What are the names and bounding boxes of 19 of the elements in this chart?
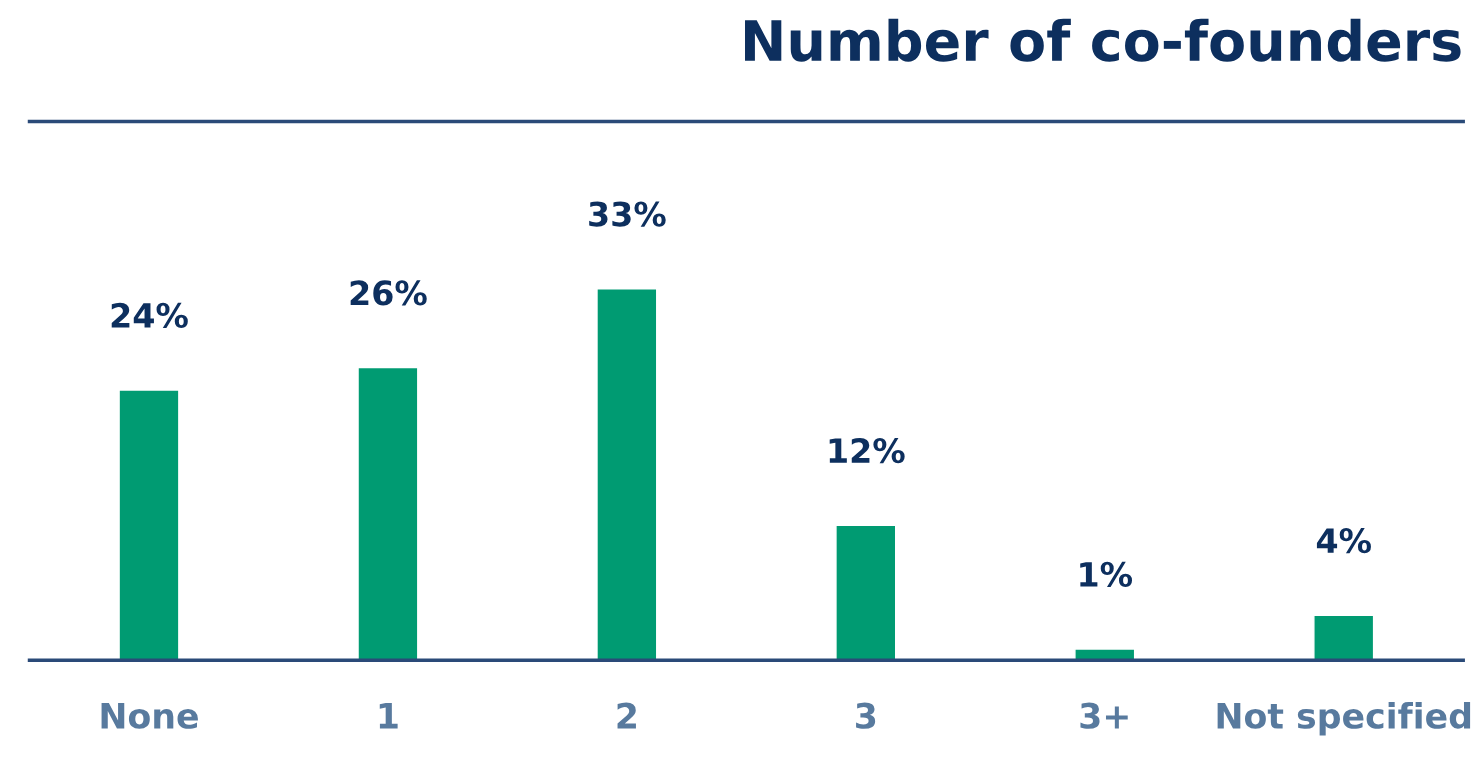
data-label: 33% bbox=[589, 201, 666, 227]
bar bbox=[596, 287, 658, 661]
bar bbox=[1074, 648, 1136, 661]
data-label: 4% bbox=[1316, 528, 1371, 554]
bar bbox=[1313, 614, 1375, 661]
data-label: 1% bbox=[1080, 561, 1133, 588]
chart-title: Number of co-founders bbox=[745, 18, 1461, 62]
x-tick-label: 3+ bbox=[1080, 702, 1128, 729]
data-label: 26% bbox=[350, 280, 427, 306]
x-tick-label: 1 bbox=[379, 703, 398, 729]
x-tick-label: None bbox=[101, 703, 198, 729]
bar bbox=[357, 366, 419, 661]
bar bbox=[835, 524, 897, 661]
x-tick-label: 3 bbox=[856, 702, 876, 729]
x-tick-label: Not specified bbox=[1217, 702, 1471, 736]
data-label: 12% bbox=[829, 437, 905, 464]
x-tick-label: 2 bbox=[617, 702, 636, 729]
data-label: 24% bbox=[111, 302, 188, 329]
bar bbox=[118, 389, 180, 661]
